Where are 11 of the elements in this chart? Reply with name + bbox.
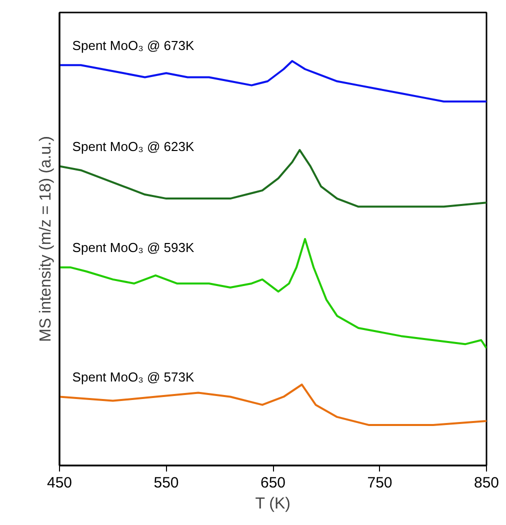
x-tick-label: 850 [474,474,500,492]
x-tick-label: 650 [260,474,286,492]
series-label: Spent MoO₃ @ 573K [72,370,194,385]
y-axis-title: MS intensity (m/z = 18) (a.u.) [38,136,54,342]
x-axis-title: T (K) [255,496,290,512]
series-label: Spent MoO₃ @ 623K [72,139,194,154]
series-label: Spent MoO₃ @ 673K [72,38,194,53]
series-label: Spent MoO₃ @ 593K [72,240,194,256]
x-tick-label: 450 [46,474,72,492]
x-tick-label: 550 [154,474,179,492]
x-tick-label: 750 [367,474,392,492]
